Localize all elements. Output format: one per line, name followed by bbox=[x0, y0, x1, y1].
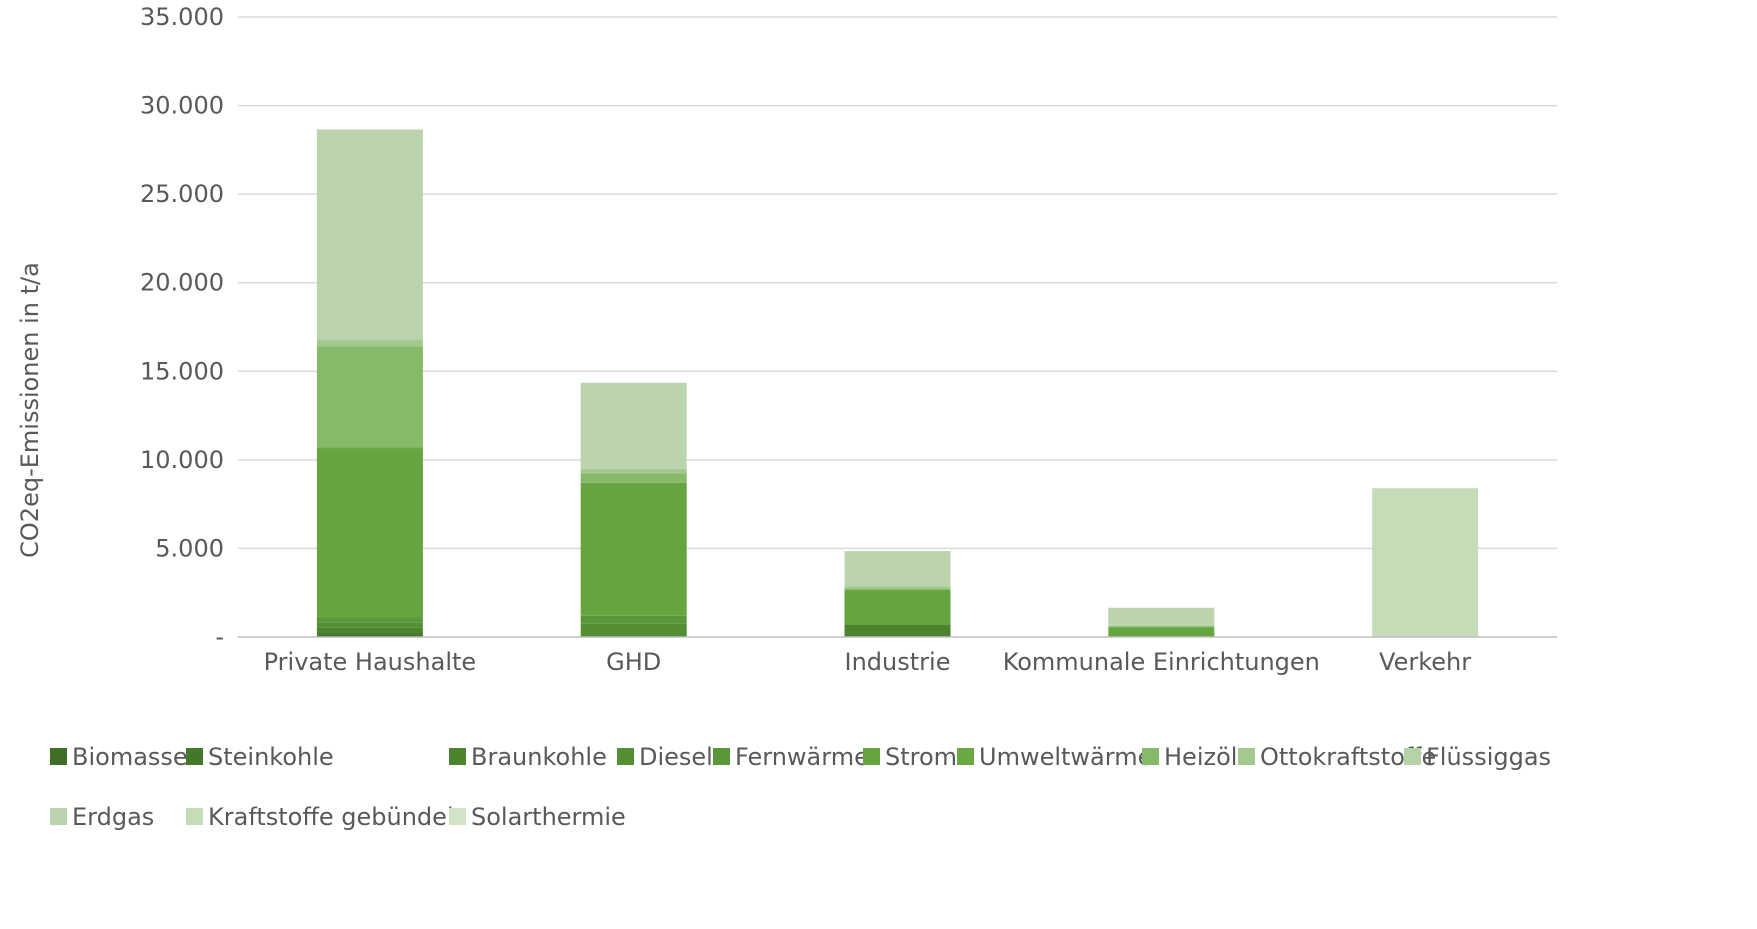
bar-segment bbox=[316, 632, 423, 635]
gridlines bbox=[238, 16, 1557, 550]
legend-label: Diesel bbox=[639, 743, 713, 771]
x-category-label: Kommunale Einrichtungen bbox=[1003, 648, 1320, 676]
legend-label: Braunkohle bbox=[471, 743, 607, 771]
bar-segment bbox=[844, 586, 951, 590]
bar-segment bbox=[316, 622, 423, 628]
legend-swatch bbox=[50, 808, 67, 825]
legend-label: Steinkohle bbox=[208, 743, 334, 771]
y-tick-label: 10.000 bbox=[140, 446, 224, 474]
bars bbox=[316, 129, 1479, 637]
x-category-label: Verkehr bbox=[1379, 648, 1471, 676]
bar-segment bbox=[316, 447, 423, 451]
y-axis-label: CO2eq-Emissionen in t/a bbox=[16, 262, 44, 558]
legend-swatch bbox=[957, 748, 974, 765]
y-tick-label: 30.000 bbox=[140, 92, 224, 120]
legend-swatch bbox=[186, 748, 203, 765]
legend-label: Umweltwärme bbox=[979, 743, 1152, 771]
legend-swatch bbox=[863, 748, 880, 765]
y-tick-label: 20.000 bbox=[140, 269, 224, 297]
bar-segment bbox=[844, 551, 951, 587]
legend-label: Fernwärme bbox=[735, 743, 869, 771]
bar-segment bbox=[316, 339, 423, 347]
y-tick-label: 15.000 bbox=[140, 357, 224, 385]
bar-segment bbox=[1108, 627, 1215, 637]
legend-label: Biomasse bbox=[72, 743, 188, 771]
legend-label: Erdgas bbox=[72, 803, 154, 831]
bar-segment bbox=[580, 382, 687, 469]
bar-segment bbox=[316, 346, 423, 448]
legend-label: Kraftstoffe gebündelt bbox=[208, 803, 463, 831]
x-category-label: Private Haushalte bbox=[264, 648, 477, 676]
legend-swatch bbox=[1142, 748, 1159, 765]
legend-swatch bbox=[713, 748, 730, 765]
bar-segment bbox=[1108, 626, 1215, 628]
bar-segment bbox=[316, 129, 423, 340]
legend-label: Heizöl bbox=[1164, 743, 1237, 771]
x-category-label: Industrie bbox=[845, 648, 951, 676]
bar-segment bbox=[316, 451, 423, 618]
y-axis-ticks: - 5.000 10.000 15.000 20.000 25.000 30.000 35.0… bbox=[140, 3, 224, 651]
legend-swatch bbox=[449, 808, 466, 825]
x-category-label: GHD bbox=[606, 648, 661, 676]
bar-segment bbox=[580, 473, 687, 483]
bar-segment bbox=[580, 468, 687, 474]
x-axis-categories: Private Haushalte GHD Industrie Kommunale E… bbox=[264, 648, 1472, 676]
bar-segment bbox=[1108, 607, 1215, 627]
bar-segment bbox=[844, 589, 951, 591]
bar-segment bbox=[316, 617, 423, 623]
legend-swatch bbox=[186, 808, 203, 825]
y-tick-label: - bbox=[215, 623, 224, 651]
bar-segment bbox=[580, 615, 687, 624]
y-tick-label: 35.000 bbox=[140, 3, 224, 31]
bar-segment bbox=[844, 590, 951, 625]
bar-segment bbox=[1372, 488, 1479, 637]
bar-segment bbox=[580, 623, 687, 637]
bar-segment bbox=[844, 624, 951, 637]
bar-segment bbox=[316, 634, 423, 637]
legend-swatch bbox=[617, 748, 634, 765]
bar-segment bbox=[580, 482, 687, 616]
legend-swatch bbox=[1404, 748, 1421, 765]
legend-label: Flüssiggas bbox=[1426, 743, 1551, 771]
legend: Biomasse Steinkohle Braunkohle Diesel Fernwä… bbox=[50, 743, 1551, 831]
bar-segment bbox=[316, 627, 423, 633]
legend-swatch bbox=[449, 748, 466, 765]
legend-swatch bbox=[50, 748, 67, 765]
y-tick-label: 5.000 bbox=[155, 534, 224, 562]
y-tick-label: 25.000 bbox=[140, 180, 224, 208]
legend-swatch bbox=[1238, 748, 1255, 765]
legend-label: Strom bbox=[885, 743, 957, 771]
legend-label: Solarthermie bbox=[471, 803, 626, 831]
